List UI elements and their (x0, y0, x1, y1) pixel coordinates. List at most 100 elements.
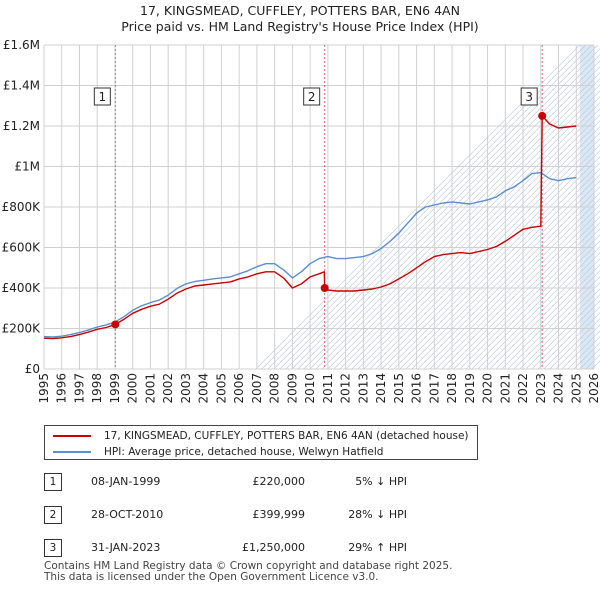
future-band-hatch (471, 240, 600, 370)
axis-layer: £0 £200K £400K £600K £800K £1M £1.2M £1.4M £1.6M… (2, 38, 600, 404)
x-tick-label: 2025 (569, 373, 583, 404)
sale-number-badge: 1 (44, 473, 62, 491)
y-tick-label: £0 (25, 362, 40, 376)
future-band-hatch (501, 270, 600, 370)
sale-price: £1,250,000 (242, 541, 305, 554)
x-tick-label: 2010 (303, 373, 317, 404)
x-tick-label: 1998 (90, 373, 104, 404)
sale-price: £220,000 (252, 475, 306, 488)
future-band-hatch (537, 306, 600, 370)
sale-hpi-diff: 29% ↑ HPI (348, 541, 407, 554)
hpi-line (43, 171, 577, 338)
future-band-hatch (525, 294, 600, 370)
legend-label-hpi: HPI: Average price, detached house, Welw… (104, 446, 384, 458)
x-tick-label: 2023 (534, 373, 548, 404)
future-band-hatch (453, 222, 600, 370)
sale-marker-layer: 1 2 3 (93, 87, 547, 329)
legend-label-price: 17, KINGSMEAD, CUFFLEY, POTTERS BAR, EN6… (104, 430, 469, 442)
future-band-hatch (489, 258, 600, 370)
x-tick-label: 2012 (339, 373, 353, 404)
y-tick-label: £1.2M (3, 119, 40, 133)
y-tick-label: £1.4M (3, 79, 40, 93)
sale-number-badge: 2 (44, 506, 62, 524)
future-band-hatch (513, 282, 600, 370)
y-tick-label: £1.6M (3, 38, 40, 52)
y-tick-label: £600K (2, 241, 42, 255)
future-band-hatch (507, 276, 600, 370)
x-tick-label: 2017 (427, 373, 441, 404)
sale-date: 08-JAN-1999 (91, 475, 161, 488)
x-tick-label: 2011 (321, 373, 335, 404)
chart-title-line2: Price paid vs. HM Land Registry's House … (121, 19, 479, 34)
footer-line1: Contains HM Land Registry data © Crown c… (44, 560, 453, 572)
footer: Contains HM Land Registry data © Crown c… (44, 561, 452, 583)
future-band-hatch (531, 300, 600, 370)
y-tick-label: £1M (14, 160, 40, 174)
x-tick-label: 2013 (356, 373, 370, 404)
sale-row: 3 31-JAN-2023 £1,250,000 29% ↑ HPI (40, 538, 440, 558)
x-tick-label: 1995 (37, 373, 51, 404)
chart-title: 17, KINGSMEAD, CUFFLEY, POTTERS BAR, EN6… (0, 3, 600, 35)
x-tick-label: 2024 (552, 373, 566, 404)
x-tick-label: 2018 (445, 373, 459, 404)
y-tick-label: £800K (2, 200, 42, 214)
legend-swatch-price (53, 435, 91, 437)
future-band-hatch (459, 228, 600, 370)
x-tick-label: 1996 (55, 373, 69, 404)
sale-hpi-diff: 28% ↓ HPI (348, 508, 407, 521)
sale-date: 31-JAN-2023 (91, 541, 161, 554)
legend-swatch-hpi (53, 451, 91, 453)
x-tick-label: 2001 (143, 373, 157, 404)
price-paid-line (43, 115, 577, 340)
x-tick-label: 2019 (463, 373, 477, 404)
x-tick-label: 2002 (161, 373, 175, 404)
sale-label-box (303, 87, 321, 106)
sale-row: 2 28-OCT-2010 £399,999 28% ↓ HPI (40, 505, 440, 525)
x-tick-label: 1997 (72, 373, 86, 404)
x-tick-label: 2015 (392, 373, 406, 404)
future-band-hatch (483, 252, 600, 370)
x-tick-label: 2016 (410, 373, 424, 404)
x-tick-label: 2000 (126, 373, 140, 404)
x-tick-label: 1999 (108, 373, 122, 404)
future-band-hatch (477, 246, 600, 370)
future-band-hatch (495, 264, 600, 370)
future-band-hatch (465, 234, 600, 370)
sale-point (538, 111, 547, 120)
x-tick-label: 2009 (285, 373, 299, 404)
footer-line2: This data is licensed under the Open Gov… (44, 571, 379, 583)
x-tick-label: 2004 (197, 373, 211, 404)
legend-item-hpi: HPI: Average price, detached house, Welw… (53, 444, 383, 460)
x-tick-label: 2007 (250, 373, 264, 404)
x-tick-label: 2020 (481, 373, 495, 404)
sale-point (320, 284, 329, 293)
future-band-hatch (519, 288, 600, 370)
sale-label-box (93, 87, 111, 106)
x-tick-label: 2005 (214, 373, 228, 404)
future-band-hatch (543, 312, 600, 370)
y-tick-label: £200K (2, 322, 42, 336)
sale-point (111, 320, 120, 329)
legend-item-price: 17, KINGSMEAD, CUFFLEY, POTTERS BAR, EN6… (53, 428, 469, 444)
series-layer (43, 115, 577, 340)
y-tick-label: £400K (2, 281, 42, 295)
sale-row: 1 08-JAN-1999 £220,000 5% ↓ HPI (40, 472, 440, 492)
sale-hpi-diff: 5% ↓ HPI (355, 475, 407, 488)
legend: 17, KINGSMEAD, CUFFLEY, POTTERS BAR, EN6… (44, 425, 478, 460)
sale-label-text: 2 (308, 90, 316, 104)
sale-price: £399,999 (252, 508, 306, 521)
x-tick-label: 2006 (232, 373, 246, 404)
future-band-hatch (441, 210, 600, 370)
sale-label-box (520, 87, 538, 106)
x-tick-label: 2003 (179, 373, 193, 404)
sale-label-text: 1 (99, 90, 107, 104)
sale-label-text: 3 (525, 90, 533, 104)
chart-title-line1: 17, KINGSMEAD, CUFFLEY, POTTERS BAR, EN6… (140, 3, 460, 18)
x-tick-label: 2008 (268, 373, 282, 404)
sale-vline-layer (114, 45, 543, 369)
x-tick-label: 2021 (498, 373, 512, 404)
sale-number-badge: 3 (44, 539, 62, 557)
future-band-hatch (435, 204, 600, 370)
sale-date: 28-OCT-2010 (91, 508, 164, 521)
